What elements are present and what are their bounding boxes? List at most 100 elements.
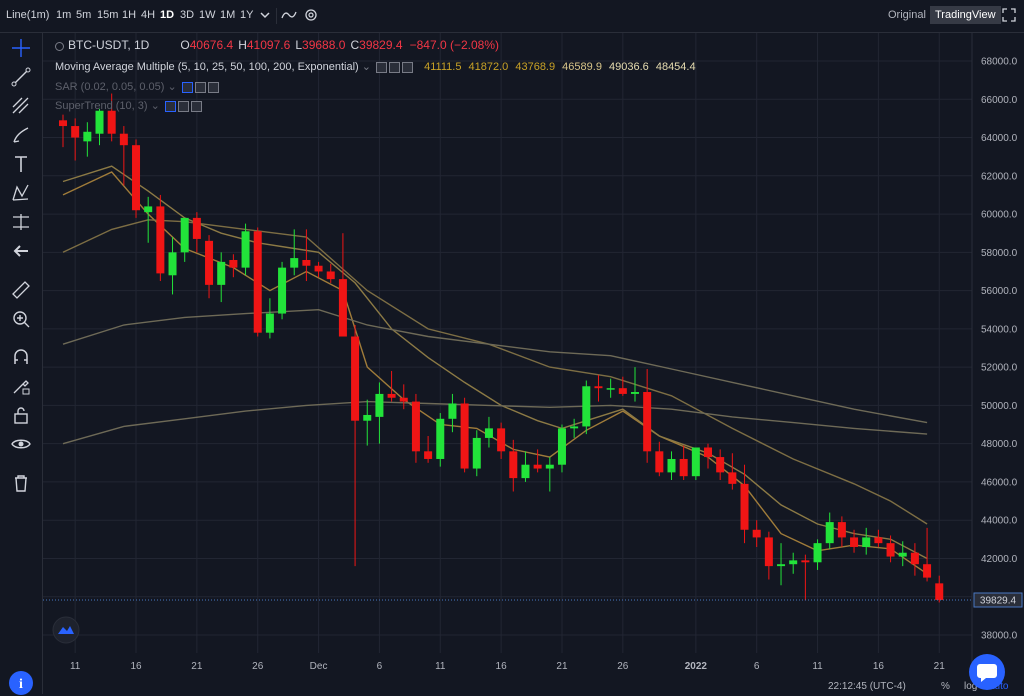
candle-body [278, 267, 287, 314]
low-value: 39688.0 [302, 38, 346, 52]
unlock-icon[interactable] [10, 404, 32, 426]
line-chart-icon[interactable] [280, 6, 298, 24]
x-tick-label: 21 [191, 661, 203, 672]
log-toggle[interactable]: log [964, 681, 978, 692]
close-icon[interactable] [190, 100, 202, 112]
eye-icon[interactable] [10, 433, 32, 455]
trash-icon[interactable] [10, 472, 32, 494]
candle-body [460, 403, 469, 469]
x-tick-label: 6 [754, 661, 760, 672]
ma-value-4: 46589.9 [562, 61, 602, 73]
close-icon[interactable] [402, 61, 414, 73]
y-tick-label: 64000.0 [981, 133, 1018, 144]
ma-indicator-name[interactable]: Moving Average Multiple (5, 10, 25, 50, … [55, 61, 359, 73]
x-tick-label: 16 [873, 661, 885, 672]
magnet-icon[interactable] [10, 346, 32, 368]
auto-toggle[interactable]: auto [989, 681, 1009, 692]
price-chart[interactable]: 38000.040000.042000.044000.046000.048000… [43, 33, 1024, 678]
pattern-tool-icon[interactable] [10, 182, 32, 204]
y-tick-label: 66000.0 [981, 95, 1018, 106]
candle-body [205, 240, 214, 285]
fib-tool-icon[interactable] [10, 95, 32, 117]
timeframe-3d[interactable]: 3D [180, 9, 195, 21]
chevron-down-icon[interactable]: ⌄ [167, 81, 177, 93]
candle-body [132, 145, 141, 211]
settings-icon[interactable] [389, 61, 401, 73]
supertrend-legend[interactable]: SuperTrend (10, 3) ⌄ [55, 99, 202, 112]
info-icon[interactable]: i [8, 670, 34, 696]
zoom-in-icon[interactable] [10, 308, 32, 330]
candle-body [777, 564, 786, 567]
brush-icon[interactable] [10, 124, 32, 146]
text-tool-icon[interactable] [10, 153, 32, 175]
supertrend-indicator-name[interactable]: SuperTrend (10, 3) [55, 100, 148, 112]
settings-icon[interactable] [194, 81, 206, 93]
chevron-down-icon[interactable] [256, 6, 274, 24]
candle-body [59, 120, 67, 127]
candle-body [363, 414, 372, 421]
timeframe-5m[interactable]: 5m [76, 9, 92, 21]
candle-body [399, 397, 408, 402]
timeframe-1m-month[interactable]: 1M [220, 9, 236, 21]
arrow-left-icon[interactable] [10, 240, 32, 262]
x-tick-label: 2022 [685, 661, 708, 672]
eye-off-icon[interactable] [164, 100, 176, 112]
ruler-icon[interactable] [10, 279, 32, 301]
candle-body [594, 386, 603, 389]
candle-body [71, 126, 80, 138]
candle-body [606, 388, 615, 390]
candle-body [691, 447, 700, 477]
candle-body [168, 252, 177, 276]
timeframe-1y[interactable]: 1Y [240, 9, 254, 21]
settings-icon[interactable] [302, 6, 320, 24]
sar-indicator-name[interactable]: SAR (0.02, 0.05, 0.05) [55, 81, 165, 93]
tv-logo-button[interactable] [52, 616, 80, 644]
eye-off-icon[interactable] [181, 81, 193, 93]
candle-body [411, 401, 420, 452]
fullscreen-icon[interactable] [1000, 6, 1018, 24]
close-icon[interactable] [207, 81, 219, 93]
x-tick-label: Dec [310, 661, 328, 672]
clock-label: 22:12:45 (UTC-4) [828, 681, 906, 692]
status-bar: 22:12:45 (UTC-4) % log auto [43, 680, 1024, 694]
timeframe-1w[interactable]: 1W [199, 9, 216, 21]
timeframe-4h[interactable]: 4H [141, 9, 156, 21]
settings-icon[interactable] [177, 100, 189, 112]
eye-toggle-icon[interactable] [376, 61, 388, 73]
sar-legend[interactable]: SAR (0.02, 0.05, 0.05) ⌄ [55, 80, 219, 93]
ma-legend[interactable]: Moving Average Multiple (5, 10, 25, 50, … [55, 60, 696, 73]
symbol-name[interactable]: BTC-USDT, 1D [68, 38, 150, 52]
candle-body [752, 529, 761, 538]
candle-body [424, 451, 433, 459]
y-tick-label: 58000.0 [981, 248, 1018, 259]
open-value: 40676.4 [189, 38, 234, 52]
candlesticks [59, 93, 944, 603]
interval-selector[interactable]: Line(1m) [6, 9, 50, 21]
x-tick-label: 16 [130, 661, 142, 672]
candle-body [241, 231, 250, 268]
timeframe-1m[interactable]: 1m [56, 9, 72, 21]
timeframe-1d[interactable]: 1D [160, 9, 175, 21]
candle-body [545, 464, 554, 469]
lock-drawing-icon[interactable] [10, 375, 32, 397]
original-view-button[interactable]: Original [888, 9, 926, 21]
timeframe-1h[interactable]: 1H [122, 9, 137, 21]
tradingview-view-button[interactable]: TradingView [930, 6, 1001, 24]
timeframe-15m[interactable]: 15m [97, 9, 119, 21]
chat-button[interactable] [969, 654, 1005, 690]
chevron-down-icon[interactable]: ⌄ [361, 61, 371, 73]
forecast-tool-icon[interactable] [10, 211, 32, 233]
candle-body [643, 392, 652, 452]
candle-body [314, 265, 323, 272]
candle-body [850, 537, 859, 547]
top-toolbar: Line(1m) 1m 5m 15m 1H 4H 1D 3D 1W 1M 1Y … [0, 0, 1024, 33]
ma-line-4 [62, 308, 928, 424]
chevron-down-icon[interactable]: ⌄ [150, 100, 160, 112]
ma-value-3: 43768.9 [515, 61, 556, 73]
trend-line-icon[interactable] [10, 66, 32, 88]
x-tick-label: 26 [252, 661, 264, 672]
candle-body [387, 393, 396, 398]
crosshair-icon[interactable] [10, 37, 32, 59]
percent-toggle[interactable]: % [941, 681, 950, 692]
x-tick-label: 21 [934, 661, 946, 672]
